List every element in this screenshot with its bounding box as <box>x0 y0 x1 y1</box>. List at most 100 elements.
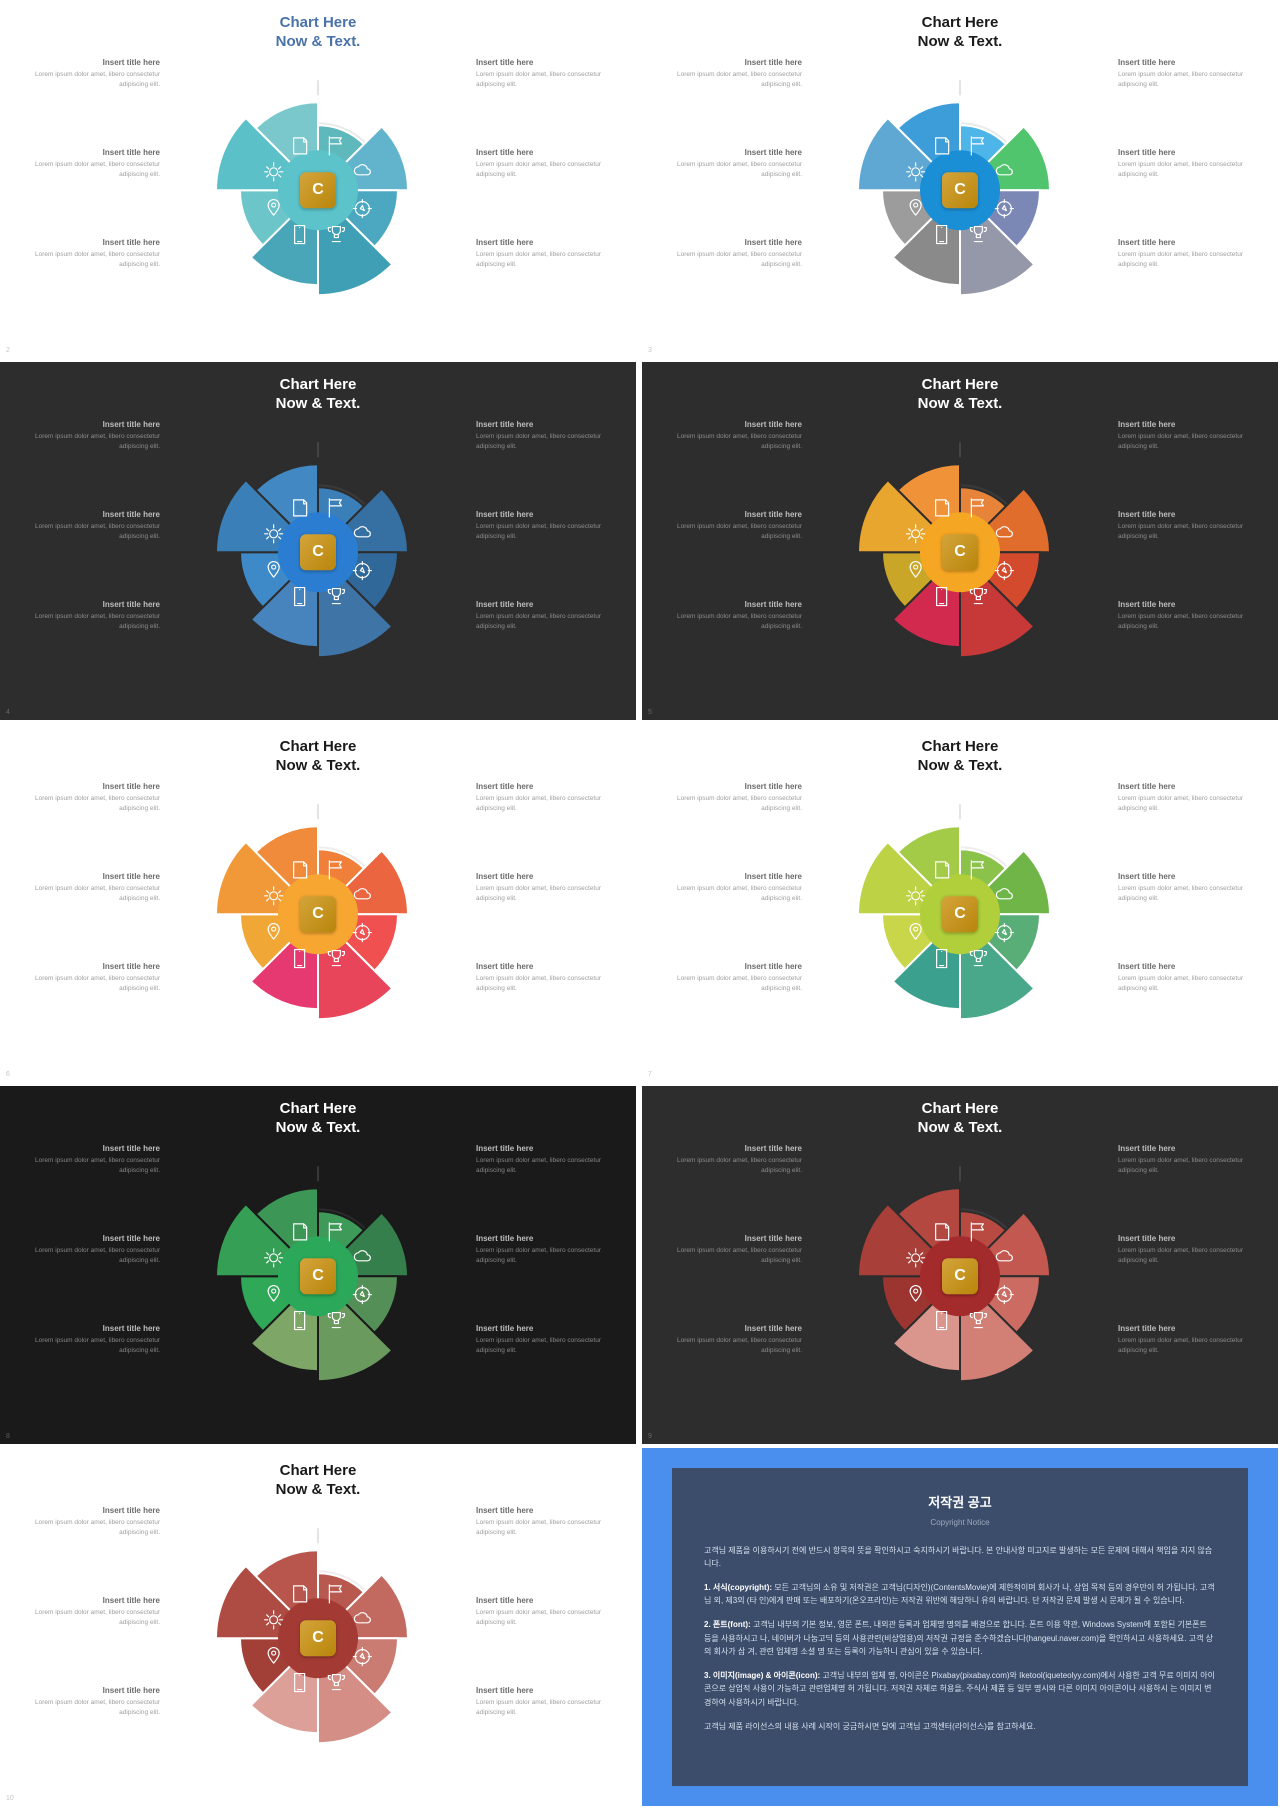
annotation-3: Insert title hereLorem ipsum dolor amet,… <box>652 600 802 631</box>
annotation-title: Insert title here <box>10 148 160 158</box>
center-badge: C <box>300 896 336 932</box>
annotation-title: Insert title here <box>476 872 626 882</box>
page-number: 4 <box>6 709 10 716</box>
annotation-5: Insert title hereLorem ipsum dolor amet,… <box>10 1144 160 1175</box>
annotation-1: Insert title hereLorem ipsum dolor amet,… <box>476 148 626 179</box>
title-line1: Chart Here <box>0 1462 636 1481</box>
annotation-desc: Lorem ipsum dolor amet, libero consectet… <box>1118 975 1243 991</box>
annotation-title: Insert title here <box>1118 962 1268 972</box>
annotation-1: Insert title hereLorem ipsum dolor amet,… <box>1118 872 1268 903</box>
annotation-desc: Lorem ipsum dolor amet, libero consectet… <box>476 1247 601 1263</box>
annotation-3: Insert title hereLorem ipsum dolor amet,… <box>652 962 802 993</box>
annotation-desc: Lorem ipsum dolor amet, libero consectet… <box>1118 795 1243 811</box>
annotation-desc: Lorem ipsum dolor amet, libero consectet… <box>476 433 601 449</box>
annotation-1: Insert title hereLorem ipsum dolor amet,… <box>476 510 626 541</box>
annotation-title: Insert title here <box>10 1506 160 1516</box>
annotation-1: Insert title here Lorem ipsum dolor amet,… <box>1118 148 1268 179</box>
annotation-title: Insert title here <box>10 872 160 882</box>
copyright-para-1: 2. 폰트(font): 고객님 내부의 기본 정보, 영문 폰트, 내외관 등… <box>704 1618 1216 1659</box>
page-number: 6 <box>6 1071 10 1078</box>
annotation-title: Insert title here <box>10 420 160 430</box>
annotation-desc: Lorem ipsum dolor amet, libero consectet… <box>476 885 601 901</box>
slide-title: Chart HereNow & Text. <box>642 724 1278 776</box>
annotation-0: Insert title hereLorem ipsum dolor amet,… <box>1118 1144 1268 1175</box>
annotation-desc: Lorem ipsum dolor amet, libero consectet… <box>677 1157 802 1173</box>
annotation-title: Insert title here <box>10 510 160 520</box>
annotation-desc: Lorem ipsum dolor amet, libero consectet… <box>1118 71 1243 87</box>
annotation-desc: Lorem ipsum dolor amet, libero consectet… <box>35 161 160 177</box>
annotation-desc: Lorem ipsum dolor amet, libero consectet… <box>35 1699 160 1715</box>
slide: Chart HereNow & Text.CInsert title hereL… <box>642 724 1278 1082</box>
slide: Chart HereNow & Text.CInsert title hereL… <box>642 362 1278 720</box>
title-line2: Now & Text. <box>642 33 1278 52</box>
annotation-desc: Lorem ipsum dolor amet, libero consectet… <box>1118 1337 1243 1353</box>
slide-title: Chart HereNow & Text. <box>0 1448 636 1500</box>
annotation-5: Insert title here Lorem ipsum dolor amet,… <box>10 1506 160 1537</box>
annotation-title: Insert title here <box>10 1686 160 1696</box>
annotation-0: Insert title hereLorem ipsum dolor amet,… <box>1118 58 1268 89</box>
annotation-title: Insert title here <box>476 600 626 610</box>
annotation-2: Insert title hereLorem ipsum dolor amet,… <box>476 1324 626 1355</box>
annotation-2: Insert title here Lorem ipsum dolor amet,… <box>1118 1324 1268 1355</box>
annotation-title: Insert title here <box>10 58 160 68</box>
annotation-0: Insert title hereLorem ipsum dolor amet,… <box>476 58 626 89</box>
annotation-desc: Lorem ipsum dolor amet, libero consectet… <box>35 71 160 87</box>
copyright-title: 저작권 공고 <box>704 1492 1216 1514</box>
annotation-4: Insert title hereLorem ipsum dolor amet,… <box>10 1596 160 1627</box>
annotation-desc: Lorem ipsum dolor amet, libero consectet… <box>476 613 601 629</box>
annotation-desc: Lorem ipsum dolor amet, libero consectet… <box>476 1699 601 1715</box>
title-line1: Chart Here <box>0 738 636 757</box>
annotation-desc: Lorem ipsum dolor amet, libero consectet… <box>476 1519 601 1535</box>
slide-title: Chart HereNow & Text. <box>0 1086 636 1138</box>
annotation-desc: Lorem ipsum dolor amet, libero consectet… <box>35 433 160 449</box>
annotation-title: Insert title here <box>1118 148 1268 158</box>
slide: Chart HereNow & Text.CInsert title hereL… <box>0 1448 636 1806</box>
slide-title: Chart HereNow & Text. <box>0 724 636 776</box>
annotation-title: Insert title here <box>10 600 160 610</box>
title-line2: Now & Text. <box>642 395 1278 414</box>
annotation-title: Insert title here <box>652 600 802 610</box>
annotation-desc: Lorem ipsum dolor amet, libero consectet… <box>677 161 802 177</box>
copyright-panel: 저작권 공고Copyright Notice고객님 제품을 이용하시기 전에 반… <box>672 1468 1248 1786</box>
title-line1: Chart Here <box>0 1100 636 1119</box>
title-line1: Chart Here <box>642 738 1278 757</box>
page-number: 5 <box>648 709 652 716</box>
center-badge: C <box>300 534 336 570</box>
annotation-desc: Lorem ipsum dolor amet, libero consectet… <box>476 523 601 539</box>
page-number: 7 <box>648 1071 652 1078</box>
annotation-0: Insert title hereLorem ipsum dolor amet,… <box>476 782 626 813</box>
copyright-outro: 고객님 제품 라이선스의 내용 사례 시작이 궁금하시면 달에 고객님 고객센터… <box>704 1720 1216 1734</box>
copyright-slide: 저작권 공고Copyright Notice고객님 제품을 이용하시기 전에 반… <box>642 1448 1278 1806</box>
center-badge: C <box>942 534 978 570</box>
annotation-desc: Lorem ipsum dolor amet, libero consectet… <box>677 975 802 991</box>
annotation-title: Insert title here <box>1118 1324 1268 1334</box>
annotation-title: Insert title here <box>652 1144 802 1154</box>
slide: Chart HereNow & Text.CInsert title hereL… <box>0 362 636 720</box>
annotation-desc: Lorem ipsum dolor amet, libero consectet… <box>35 613 160 629</box>
title-line1: Chart Here <box>642 1100 1278 1119</box>
annotation-title: Insert title here <box>652 782 802 792</box>
annotation-2: Insert title hereLorem ipsum dolor amet,… <box>476 238 626 269</box>
title-line2: Now & Text. <box>642 1119 1278 1138</box>
annotation-desc: Lorem ipsum dolor amet, libero consectet… <box>35 523 160 539</box>
annotation-desc: Lorem ipsum dolor amet, libero consectet… <box>677 1337 802 1353</box>
center-badge: C <box>300 172 336 208</box>
annotation-0: Insert title hereLorem ipsum dolor amet,… <box>476 420 626 451</box>
slide-title: Chart HereNow & Text. <box>0 0 636 52</box>
annotation-desc: Lorem ipsum dolor amet, libero consectet… <box>1118 613 1243 629</box>
annotation-desc: Lorem ipsum dolor amet, libero consectet… <box>35 1519 160 1535</box>
page-number: 9 <box>648 1433 652 1440</box>
annotation-desc: Lorem ipsum dolor amet, libero consectet… <box>476 1609 601 1625</box>
annotation-title: Insert title here <box>10 962 160 972</box>
annotation-desc: Lorem ipsum dolor amet, libero consectet… <box>1118 523 1243 539</box>
annotation-desc: Lorem ipsum dolor amet, libero consectet… <box>1118 161 1243 177</box>
annotation-title: Insert title here <box>1118 1234 1268 1244</box>
annotation-title: Insert title here <box>652 1234 802 1244</box>
annotation-title: Insert title here <box>10 1596 160 1606</box>
center-badge: C <box>942 172 978 208</box>
slide-title: Chart HereNow & Text. <box>642 1086 1278 1138</box>
annotation-title: Insert title here <box>476 1506 626 1516</box>
annotation-title: Insert title here <box>1118 782 1268 792</box>
annotation-desc: Lorem ipsum dolor amet, libero consectet… <box>35 1337 160 1353</box>
annotation-desc: Lorem ipsum dolor amet, libero consectet… <box>35 885 160 901</box>
